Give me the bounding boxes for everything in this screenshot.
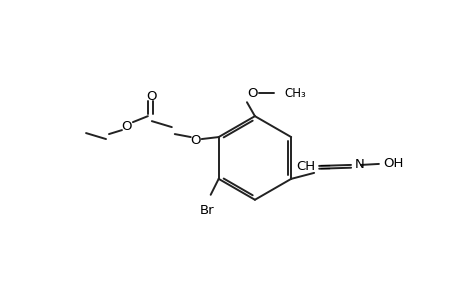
Text: CH: CH xyxy=(295,160,314,173)
Text: =: = xyxy=(318,159,330,174)
Text: CH₃: CH₃ xyxy=(284,87,306,100)
Text: O: O xyxy=(146,90,157,103)
Text: O: O xyxy=(190,134,201,146)
Text: N: N xyxy=(354,158,364,171)
Text: O: O xyxy=(247,87,257,100)
Text: Br: Br xyxy=(199,204,213,217)
Text: O: O xyxy=(122,120,132,133)
Text: OH: OH xyxy=(382,158,403,170)
